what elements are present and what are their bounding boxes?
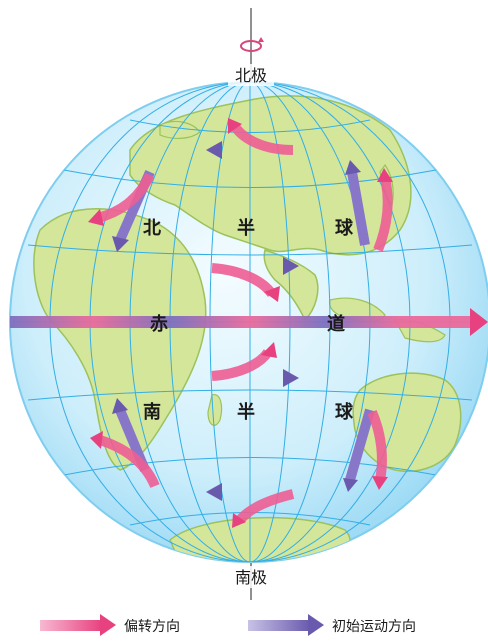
northern-hemisphere-char-3: 球 [335, 218, 354, 239]
africa [33, 208, 207, 471]
north-pole-label: 北极 [235, 66, 267, 85]
arrow-pair-south-bottom [206, 483, 295, 528]
equator-char-1: 赤 [150, 314, 168, 335]
arrow-pair-south-east [343, 408, 388, 492]
rotation-icon [240, 37, 264, 52]
legend-deflection-label: 偏转方向 [124, 619, 180, 635]
arrow-pair-north-east [345, 160, 393, 252]
legend-initial-label: 初始运动方向 [332, 618, 416, 635]
arrow-pair-north-mid [210, 257, 299, 302]
southern-hemisphere-char-2: 半 [237, 401, 255, 423]
arrow-pair-north-west [88, 169, 155, 252]
legend: 偏转方向 初始运动方向 [40, 614, 416, 636]
arrow-pair-south-mid [210, 342, 299, 387]
legend-initial-swatch [248, 614, 324, 636]
legend-deflection-swatch [40, 614, 116, 636]
globe [9, 81, 488, 563]
arrow-pair-south-west [90, 398, 160, 489]
madagascar [207, 394, 223, 426]
europe-north [159, 120, 201, 139]
equator-arrow [10, 308, 488, 336]
south-pole-label: 南极 [235, 568, 267, 587]
equator-char-2: 道 [327, 313, 345, 335]
southern-hemisphere-char-3: 球 [335, 402, 354, 423]
arrows [10, 118, 488, 528]
southern-hemisphere-char-1: 南 [143, 401, 161, 423]
northern-hemisphere-char-2: 半 [237, 217, 255, 239]
arrow-pair-north-top [206, 118, 295, 159]
northern-hemisphere-char-1: 北 [143, 218, 161, 239]
